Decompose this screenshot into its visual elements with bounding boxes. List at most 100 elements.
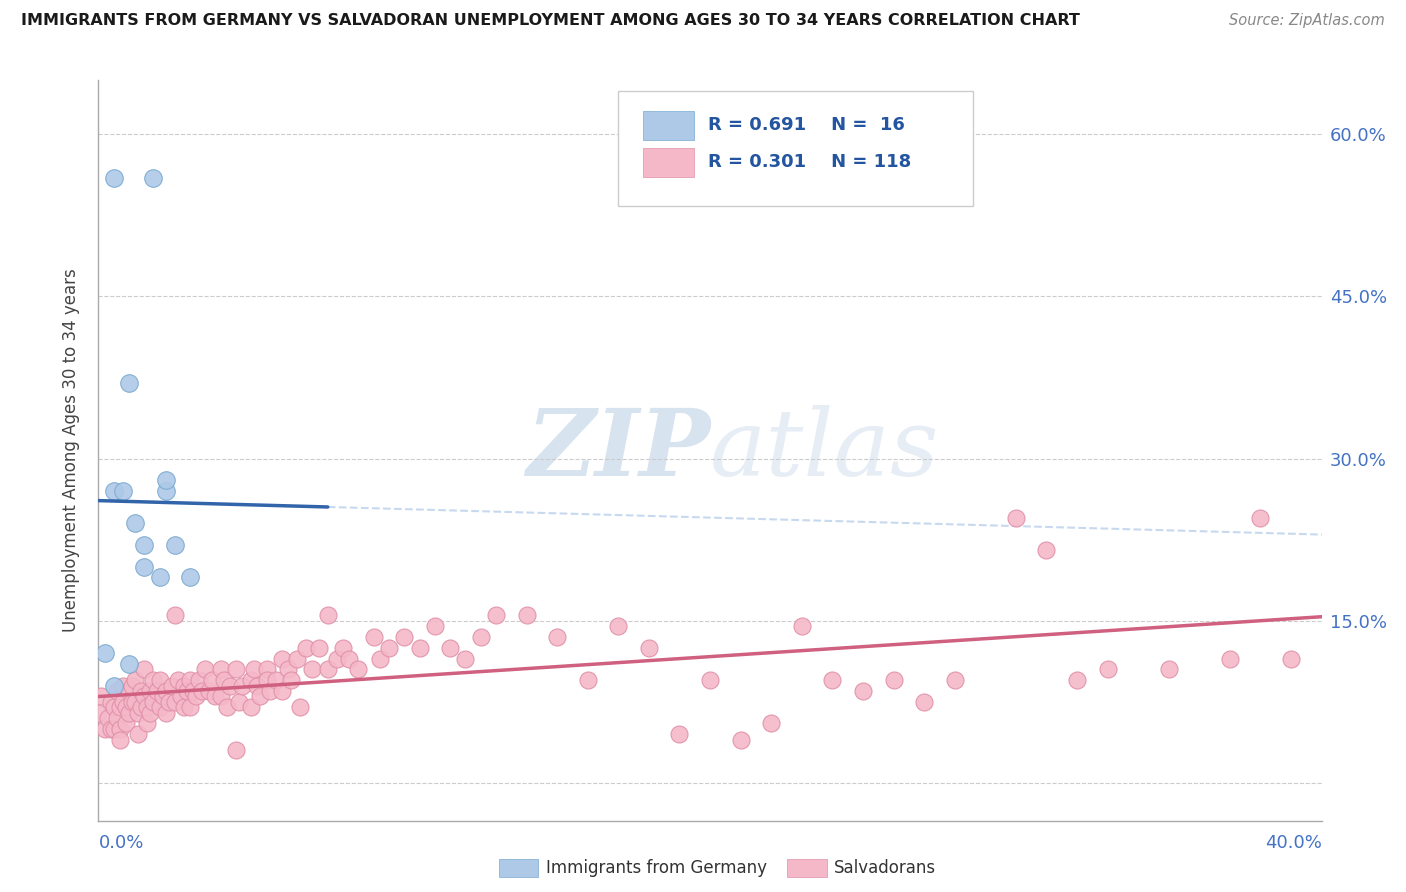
Point bbox=[93, 646, 115, 660]
Point bbox=[259, 684, 281, 698]
Point bbox=[121, 679, 143, 693]
Point bbox=[1157, 662, 1180, 676]
Point bbox=[270, 651, 292, 665]
Point bbox=[699, 673, 721, 687]
Point bbox=[249, 690, 271, 704]
Point bbox=[1219, 651, 1241, 665]
Text: ZIP: ZIP bbox=[526, 406, 710, 495]
Point bbox=[93, 722, 115, 736]
FancyBboxPatch shape bbox=[619, 91, 973, 206]
Point bbox=[142, 170, 165, 185]
Point bbox=[485, 608, 508, 623]
Point bbox=[943, 673, 966, 687]
Point bbox=[149, 700, 172, 714]
FancyBboxPatch shape bbox=[643, 148, 695, 177]
Point bbox=[105, 711, 128, 725]
Point bbox=[163, 695, 186, 709]
Text: Salvadorans: Salvadorans bbox=[834, 859, 936, 877]
Point bbox=[1279, 651, 1302, 665]
Point bbox=[127, 727, 149, 741]
Point bbox=[246, 679, 269, 693]
Point bbox=[225, 743, 247, 757]
Text: Source: ZipAtlas.com: Source: ZipAtlas.com bbox=[1229, 13, 1385, 29]
Point bbox=[392, 630, 416, 644]
Point bbox=[118, 376, 141, 390]
Point bbox=[285, 651, 308, 665]
Point bbox=[821, 673, 844, 687]
Point bbox=[546, 630, 568, 644]
Point bbox=[149, 673, 172, 687]
Point bbox=[607, 619, 630, 633]
Point bbox=[155, 706, 177, 720]
Point bbox=[347, 662, 370, 676]
Point bbox=[516, 608, 538, 623]
FancyBboxPatch shape bbox=[643, 112, 695, 139]
Point bbox=[124, 673, 146, 687]
Text: IMMIGRANTS FROM GERMANY VS SALVADORAN UNEMPLOYMENT AMONG AGES 30 TO 34 YEARS COR: IMMIGRANTS FROM GERMANY VS SALVADORAN UN… bbox=[21, 13, 1080, 29]
Point bbox=[100, 695, 122, 709]
Point bbox=[118, 657, 141, 671]
Point bbox=[155, 483, 177, 498]
Point bbox=[368, 651, 391, 665]
Point bbox=[179, 570, 201, 584]
Point bbox=[188, 673, 211, 687]
Point bbox=[231, 679, 253, 693]
Point bbox=[270, 684, 292, 698]
Point bbox=[423, 619, 446, 633]
Text: R = 0.301    N = 118: R = 0.301 N = 118 bbox=[707, 153, 911, 170]
Point bbox=[408, 640, 430, 655]
Text: 40.0%: 40.0% bbox=[1265, 834, 1322, 852]
Point bbox=[129, 684, 152, 698]
Point bbox=[145, 684, 167, 698]
Point bbox=[103, 722, 125, 736]
Point bbox=[179, 673, 201, 687]
Point bbox=[103, 170, 125, 185]
Point bbox=[111, 679, 134, 693]
Point bbox=[176, 684, 198, 698]
Point bbox=[439, 640, 461, 655]
Point bbox=[155, 473, 177, 487]
Point bbox=[108, 722, 131, 736]
Point bbox=[912, 695, 935, 709]
Point bbox=[115, 716, 138, 731]
Point bbox=[264, 673, 287, 687]
Point bbox=[256, 662, 278, 676]
Point bbox=[209, 662, 232, 676]
Point bbox=[256, 673, 278, 687]
Point bbox=[100, 722, 122, 736]
Point bbox=[240, 700, 263, 714]
Point bbox=[363, 630, 385, 644]
Point bbox=[181, 684, 204, 698]
Point bbox=[790, 619, 813, 633]
Point bbox=[118, 706, 141, 720]
Point bbox=[129, 700, 152, 714]
Point bbox=[301, 662, 323, 676]
Point bbox=[337, 651, 360, 665]
Point bbox=[668, 727, 690, 741]
Point bbox=[228, 695, 250, 709]
Point bbox=[163, 538, 186, 552]
Point bbox=[852, 684, 875, 698]
Point bbox=[197, 684, 219, 698]
Point bbox=[204, 690, 226, 704]
Point bbox=[200, 673, 222, 687]
Text: Immigrants from Germany: Immigrants from Germany bbox=[546, 859, 766, 877]
Point bbox=[1035, 543, 1057, 558]
Point bbox=[118, 684, 141, 698]
Point bbox=[108, 732, 131, 747]
Point bbox=[243, 662, 266, 676]
Text: atlas: atlas bbox=[710, 406, 939, 495]
Point bbox=[759, 716, 782, 731]
Point bbox=[103, 483, 125, 498]
Point bbox=[576, 673, 599, 687]
Point bbox=[142, 695, 165, 709]
Point bbox=[170, 690, 193, 704]
Point bbox=[212, 673, 235, 687]
Point bbox=[124, 695, 146, 709]
Point bbox=[173, 679, 195, 693]
Point bbox=[152, 690, 174, 704]
Point bbox=[134, 559, 156, 574]
Point bbox=[103, 679, 125, 693]
Point bbox=[105, 684, 128, 698]
Point bbox=[316, 608, 339, 623]
